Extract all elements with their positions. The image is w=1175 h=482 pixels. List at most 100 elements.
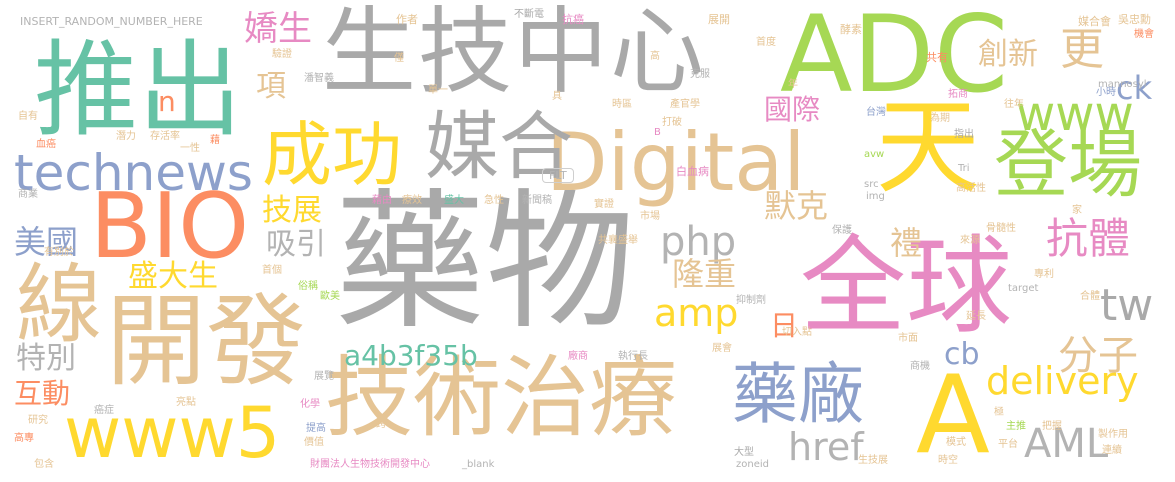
word: 嬌生: [244, 9, 312, 49]
word: 媒合: [425, 104, 573, 190]
word: 自有: [18, 111, 38, 122]
word: 家: [1072, 205, 1082, 216]
word: B: [654, 127, 661, 138]
word: 時空: [938, 455, 958, 466]
word: 默克: [764, 187, 829, 225]
word: 不斷電: [514, 9, 544, 20]
word: 藥物: [335, 176, 636, 350]
word: 首度: [756, 37, 776, 48]
word: 極: [994, 407, 1004, 418]
word: 市面: [898, 333, 918, 344]
word: 天: [876, 86, 981, 208]
word: 時區: [612, 99, 632, 110]
word: 特別: [16, 341, 76, 376]
word: 血癌: [36, 139, 56, 150]
word: 年: [788, 79, 798, 90]
word: FLT: [542, 168, 574, 183]
word: 具: [552, 91, 562, 102]
word: 項: [256, 69, 286, 104]
word: 拓商: [948, 89, 968, 100]
word: 登場: [994, 122, 1142, 208]
word: 保護: [832, 225, 852, 236]
word: 把握: [1042, 421, 1062, 432]
word: 來源: [960, 235, 980, 246]
word: 製作用: [1098, 429, 1128, 440]
word: 抗體: [1046, 214, 1131, 263]
word: a4b3f35b: [344, 339, 478, 372]
word: 生技中心: [322, 0, 707, 107]
word: 白血病: [676, 165, 709, 178]
word: 連續: [1102, 445, 1122, 456]
word: 高活性: [956, 183, 986, 194]
word: 合體: [1080, 291, 1100, 302]
word: 線: [16, 255, 102, 355]
word: 主推: [1006, 421, 1026, 432]
word: 台灣: [866, 107, 886, 118]
word: 技展: [262, 193, 322, 228]
word: mannosyl: [1098, 79, 1147, 90]
word: href: [788, 425, 864, 469]
word: 成功: [262, 114, 402, 196]
word: 亮點: [176, 397, 196, 408]
word: 展會: [712, 343, 732, 354]
word: 展覽: [314, 371, 334, 382]
word: 推出: [34, 29, 243, 151]
word: 存活率: [150, 131, 180, 142]
word: 往年: [1004, 99, 1024, 110]
word: 延長: [966, 311, 986, 322]
word: 盛大: [444, 195, 464, 206]
word: src: [864, 179, 879, 190]
word: 打破: [662, 117, 682, 128]
word: 有別於: [44, 247, 74, 258]
word: 為期: [930, 113, 950, 124]
word: 僅: [394, 53, 404, 64]
word: 潘智義: [304, 73, 334, 84]
word: 藉: [210, 135, 220, 146]
word: 分子: [1058, 333, 1138, 379]
word: 實證: [594, 199, 614, 210]
word: 吸引: [266, 227, 326, 262]
word: delivery: [986, 359, 1139, 403]
word: 新聞稿: [522, 195, 552, 206]
word: 提高: [306, 423, 326, 434]
word: target: [1008, 283, 1039, 294]
word: avw: [864, 149, 885, 160]
word: 抑制劑: [736, 295, 766, 306]
word: 化學: [300, 399, 320, 410]
word: 克服: [690, 69, 710, 80]
word: 價值: [304, 437, 324, 448]
word: 美國: [14, 223, 79, 261]
word: 日: [770, 309, 799, 342]
word: 研究: [28, 415, 48, 426]
word: 創新: [978, 37, 1038, 72]
word: 大型: [734, 447, 754, 458]
word: www: [1016, 86, 1134, 142]
word: zoneid: [736, 459, 769, 470]
word: Tri: [958, 163, 970, 174]
word: _blank: [462, 459, 495, 470]
word: Digital: [546, 116, 806, 209]
word: 急性: [484, 195, 504, 206]
word: INSERT_RANDOM_NUMBER_HERE: [20, 15, 203, 28]
word: 俗稱: [298, 281, 318, 292]
word: 商機: [910, 361, 930, 372]
word: 藉由: [372, 195, 392, 206]
word: 市場: [640, 211, 660, 222]
word: 國際: [764, 93, 821, 126]
word: 互動: [14, 377, 71, 410]
word: php: [660, 219, 737, 265]
word: tw: [1100, 280, 1154, 331]
word: 開發: [106, 283, 306, 400]
word: amp: [654, 291, 739, 335]
word: 切入點: [782, 327, 812, 338]
word: 模式: [946, 437, 966, 448]
word: 高專: [14, 433, 34, 444]
word: 一性: [180, 143, 200, 154]
word: 藥廠: [732, 356, 864, 433]
word: 媒合會: [1078, 15, 1111, 28]
word: img: [866, 191, 885, 202]
word: 包含: [34, 459, 54, 470]
word: 潛力: [116, 131, 136, 142]
word: 高: [650, 51, 660, 62]
